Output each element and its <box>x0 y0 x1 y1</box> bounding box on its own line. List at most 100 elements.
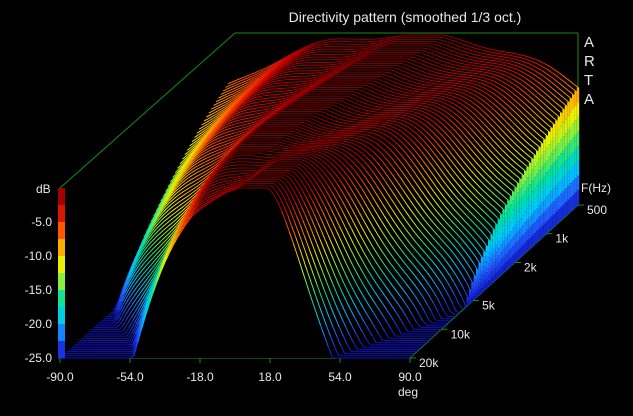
response-segment <box>278 66 283 70</box>
response-segment <box>435 264 440 271</box>
response-segment <box>349 141 354 145</box>
response-segment <box>317 40 322 43</box>
response-segment <box>535 70 540 75</box>
response-segment <box>337 124 342 127</box>
response-segment <box>436 80 441 83</box>
response-segment <box>241 126 246 129</box>
response-segment <box>211 153 216 157</box>
response-segment <box>206 139 211 144</box>
response-segment <box>412 125 418 130</box>
response-segment <box>454 164 459 171</box>
response-segment <box>441 141 446 147</box>
response-segment <box>171 211 177 216</box>
response-segment <box>311 80 316 83</box>
response-segment <box>143 245 149 252</box>
response-segment <box>323 69 328 71</box>
response-segment <box>381 43 386 46</box>
response-segment <box>240 118 246 121</box>
response-segment <box>355 98 360 102</box>
response-segment <box>294 134 300 137</box>
response-segment <box>533 136 539 141</box>
response-segment <box>309 43 314 46</box>
response-segment <box>187 161 192 167</box>
response-segment <box>233 128 238 131</box>
response-segment <box>415 61 420 64</box>
response-segment <box>257 95 262 98</box>
response-segment <box>502 70 507 73</box>
response-segment <box>544 109 549 115</box>
response-segment <box>459 88 464 91</box>
response-segment <box>267 68 272 72</box>
response-segment <box>222 110 227 115</box>
response-segment <box>451 66 456 69</box>
response-segment <box>213 120 219 125</box>
response-segment <box>440 215 445 221</box>
response-segment <box>440 253 445 260</box>
response-segment <box>423 74 428 78</box>
response-segment <box>291 94 296 97</box>
response-segment <box>261 70 267 74</box>
response-segment <box>507 129 512 134</box>
response-segment <box>441 113 446 117</box>
response-segment <box>165 201 171 207</box>
response-segment <box>367 146 372 151</box>
response-segment <box>387 176 393 184</box>
response-segment <box>313 78 319 81</box>
response-segment <box>245 111 250 114</box>
response-segment <box>432 71 437 74</box>
response-segment <box>227 93 232 97</box>
response-segment <box>437 75 442 78</box>
response-segment <box>301 53 306 56</box>
response-segment <box>462 257 468 264</box>
response-segment <box>504 113 509 119</box>
response-segment <box>413 164 419 171</box>
response-segment <box>263 106 268 108</box>
response-segment <box>255 123 261 127</box>
response-segment <box>178 212 184 218</box>
response-segment <box>412 221 418 228</box>
response-segment <box>300 88 305 91</box>
response-segment <box>450 92 455 95</box>
response-segment <box>461 39 466 42</box>
response-segment <box>265 108 270 110</box>
response-segment <box>292 59 297 62</box>
response-segment <box>476 45 481 48</box>
response-segment <box>258 121 263 125</box>
response-segment <box>442 43 447 46</box>
response-segment <box>301 133 306 137</box>
response-segment <box>257 72 263 76</box>
response-segment <box>429 45 434 48</box>
response-segment <box>261 75 266 80</box>
response-segment <box>518 77 523 82</box>
response-segment <box>130 270 136 279</box>
response-segment <box>248 89 253 94</box>
response-segment <box>386 93 391 96</box>
response-segment <box>424 170 429 177</box>
response-segment <box>482 49 487 52</box>
response-segment <box>283 61 288 65</box>
response-segment <box>299 55 304 58</box>
response-segment <box>351 59 356 62</box>
response-segment <box>334 69 339 72</box>
response-segment <box>243 133 248 137</box>
response-segment <box>162 215 168 220</box>
response-segment <box>535 143 540 148</box>
response-segment <box>490 73 495 76</box>
response-segment <box>451 146 456 152</box>
response-segment <box>470 148 475 154</box>
response-segment <box>236 111 241 114</box>
response-segment <box>279 105 285 109</box>
response-segment <box>434 57 439 61</box>
response-segment <box>204 130 210 135</box>
response-segment <box>248 102 254 105</box>
response-segment <box>446 107 451 111</box>
response-segment <box>324 76 329 80</box>
response-segment <box>186 155 192 161</box>
response-segment <box>398 79 403 83</box>
response-segment <box>227 141 233 144</box>
response-segment <box>447 38 452 41</box>
response-segment <box>345 62 350 65</box>
response-segment <box>446 215 452 221</box>
response-segment <box>175 190 181 194</box>
response-segment <box>213 115 218 119</box>
